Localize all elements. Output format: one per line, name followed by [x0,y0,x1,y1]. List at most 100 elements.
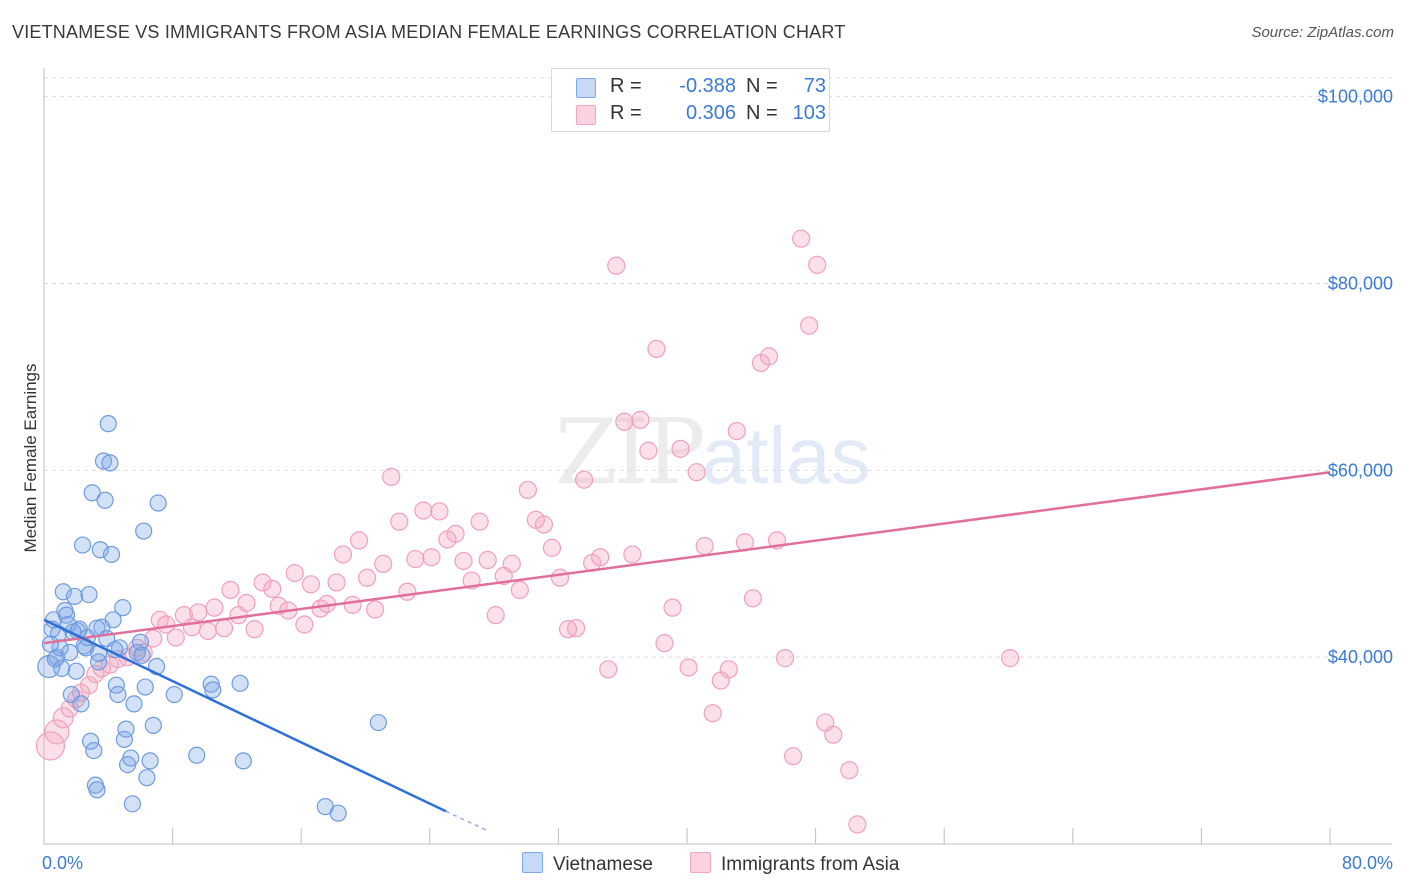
asia-point [214,619,234,638]
vietnamese-point [234,752,252,770]
asia-point [727,422,746,441]
asia-point [343,595,362,614]
asia-point [623,545,642,564]
bottom-legend-asia: Immigrants from Asia [690,852,899,876]
asia-point [663,598,682,617]
vietnamese-point [114,599,132,617]
asia-point [398,582,417,601]
asia-point [301,575,320,594]
asia-point [502,554,521,573]
vietnamese-point [141,752,159,770]
asia-point [253,573,272,592]
asia-point [52,707,74,729]
vietnamese-point [104,611,122,629]
asia-point [382,467,401,486]
vietnamese-point [41,635,60,653]
legend-r-value: -0.388 [679,75,736,97]
vietnamese-point [102,545,121,564]
vietnamese-point [165,685,183,704]
asia-point [518,480,537,500]
x-tick-label: 80.0% [1342,853,1393,873]
legend-n-value: 103 [792,102,826,124]
legend-swatch-asia [576,105,596,125]
asia-trend-line [43,470,1331,645]
legend-n-value: 73 [803,75,826,97]
bottom-legend-swatch-vietnamese [522,852,543,873]
asia-point [542,538,562,557]
asia-point [647,339,666,359]
axes [43,68,1392,845]
vietnamese-point [117,720,135,738]
y-tick-label: $40,000 [1328,647,1393,667]
asia-point [198,621,218,641]
vietnamese-point [94,452,113,470]
y-tick-label: $80,000 [1328,274,1393,294]
asia-point [349,531,369,550]
vietnamese-point [88,619,106,637]
legend-n-label: N = [746,75,778,97]
y-tick-label: $100,000 [1318,87,1393,107]
asia-point [824,725,843,744]
asia-point [144,629,163,648]
vietnamese-point [73,536,92,554]
asia-point [470,512,489,531]
asia-point [631,410,650,429]
y-axis-title: Median Female Earnings [21,364,40,553]
vietnamese-trend-line [43,618,447,813]
asia-point [166,628,185,647]
vietnamese-point [204,681,222,699]
asia-point [422,548,441,567]
asia-point [655,634,674,653]
asia-point [848,815,867,834]
series-asia-points [35,229,1020,834]
vietnamese-point [109,685,127,704]
asia-point [703,704,722,723]
vietnamese-point [67,662,85,680]
legend-n-label: N = [746,102,778,124]
asia-point [327,573,346,592]
bottom-legend-vietnamese: Vietnamese [522,852,653,876]
bottom-legend-label-asia: Immigrants from Asia [721,854,900,875]
asia-point [44,719,70,745]
trend-lines [43,470,1331,831]
asia-point [687,463,706,482]
vietnamese-point [231,674,249,692]
asia-point [406,549,425,569]
vietnamese-point [329,804,347,822]
vietnamese-point [122,749,140,767]
asia-point [840,761,859,780]
asia-point [79,676,99,695]
vietnamese-point [136,678,154,696]
asia-point [615,412,634,431]
asia-point [205,598,224,617]
vietnamese-point [80,585,98,604]
vietnamese-point [72,695,90,713]
vietnamese-point [61,643,79,662]
asia-point [695,536,714,556]
source-label: Source: ZipAtlas.com [1251,24,1394,41]
legend-r-label: R = [610,102,642,124]
vietnamese-point [123,795,142,813]
vietnamese-point [54,583,72,601]
vietnamese-point [125,695,143,713]
asia-point [237,593,256,613]
vietnamese-point [135,522,153,540]
vietnamese-point [82,732,100,750]
asia-point [358,568,377,587]
asia-point [671,439,690,458]
asia-point [390,512,409,531]
vietnamese-point [83,484,101,502]
vietnamese-point [144,716,162,734]
asia-point [599,660,618,679]
asia-point [743,589,763,608]
vietnamese-point [53,659,71,677]
vietnamese-point [101,454,119,472]
series-vietnamese-points [37,415,387,822]
asia-point [1001,649,1020,668]
vietnamese-point [96,491,114,509]
asia-point [285,563,304,583]
vietnamese-point [85,741,103,760]
vietnamese-point [88,781,106,799]
vietnamese-point [65,587,84,606]
